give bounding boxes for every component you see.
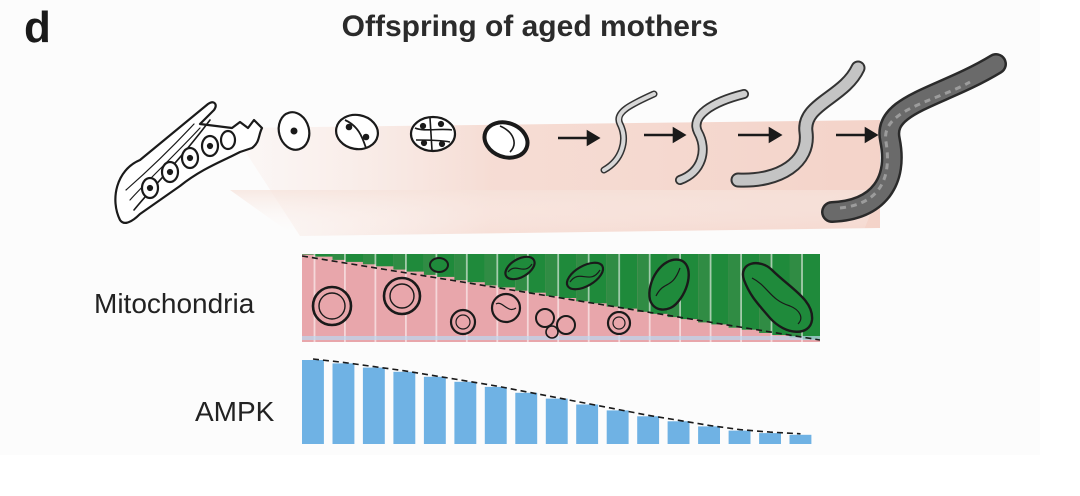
mitochondria-bar-gap (374, 254, 377, 342)
mitochondria-bar-gap (709, 254, 712, 342)
adult-worm-icon (821, 53, 1007, 223)
swollen-mitochondrion-icon (606, 310, 632, 336)
development-arrows (558, 126, 879, 147)
ampk-bars (302, 358, 812, 444)
mitochondria-green-bar (710, 254, 729, 325)
arrow-icon (738, 126, 783, 144)
gonad-arm-icon (114, 101, 264, 224)
mitochondria-green-bar (545, 254, 559, 296)
mitochondria-glyphs (311, 255, 814, 339)
l1-larva-icon (600, 90, 658, 174)
ampk-bar (606, 410, 629, 444)
ampk-bar (302, 360, 324, 444)
swollen-mitochondrion-icon (311, 285, 353, 327)
mitochondria-green-bar (637, 254, 650, 312)
ampk-bar (362, 367, 385, 444)
ampk-bar (759, 433, 781, 444)
ampk-bar (454, 381, 477, 444)
ampk-bar (576, 404, 599, 444)
ampk-bar (698, 426, 720, 444)
mitochondria-green-bar (728, 254, 742, 328)
mitochondria-bar-gap (740, 254, 742, 342)
ampk-row-label: AMPK (195, 396, 275, 427)
mitochondria-green-bar (698, 254, 711, 323)
ampk-bar (332, 363, 355, 444)
mitochondria-green-bar (606, 254, 620, 307)
ampk-bar (667, 421, 690, 444)
swollen-mitochondrion-icon (382, 276, 422, 316)
ampk-bar (545, 398, 568, 444)
elongated-mitochondrion-icon (741, 261, 814, 333)
mitochondria-green-bar (619, 254, 638, 309)
arrow-icon (644, 126, 687, 144)
one-cell-embryo-icon (277, 111, 311, 151)
figure-title: Offspring of aged mothers (341, 10, 719, 43)
mitochondria-green-bar (454, 254, 468, 281)
elongated-mitochondrion-icon (429, 257, 449, 273)
mitochondria-baseline (302, 336, 820, 340)
mitochondria-trend-line (302, 255, 820, 341)
panel-label: d (24, 3, 51, 52)
mitochondria-green-bar (345, 254, 363, 262)
mitochondria-green-bar (362, 254, 376, 265)
mitochondria-green-bar (375, 254, 394, 267)
mitochondria-green-bar (332, 254, 346, 260)
ampk-bar (393, 371, 416, 444)
elongated-mitochondrion-icon (504, 255, 536, 281)
ampk-bar (423, 376, 446, 444)
ampk-bar (789, 434, 812, 444)
ampk-trend-line (312, 358, 801, 435)
egg-icon (482, 120, 530, 160)
mitochondria-green-bar (406, 254, 424, 272)
mitochondria-bar-gap (618, 254, 621, 342)
small-mitochondria-cluster-icon (535, 308, 576, 339)
mitochondria-row-label: Mitochondria (94, 288, 255, 319)
elongated-mitochondrion-icon (648, 258, 690, 311)
ampk-bar (637, 416, 660, 444)
lineage-glow (230, 120, 880, 240)
elongated-mitochondrion-icon (565, 261, 605, 291)
mitochondria-green-bar (314, 254, 333, 257)
ampk-bar (515, 392, 538, 444)
mitochondria-green-bar (393, 254, 407, 270)
four-cell-embryo-icon (409, 115, 457, 153)
arrow-icon (836, 126, 879, 144)
swollen-mitochondrion-icon (449, 308, 477, 336)
l3-larva-icon (730, 60, 866, 188)
mitochondria-bar-gap (465, 254, 468, 342)
mitochondria-green-bar (484, 254, 498, 286)
swollen-mitochondrion-icon (490, 292, 522, 324)
mitochondria-green-bar (467, 254, 485, 283)
mitochondria-bar-gap (435, 254, 438, 342)
arrow-icon (558, 129, 601, 147)
two-cell-embryo-icon (335, 113, 379, 151)
l2-larva-icon (675, 89, 749, 185)
mitochondria-green-bar (302, 254, 315, 255)
mitochondria-bar-gap (526, 254, 529, 342)
ampk-bar (484, 386, 507, 444)
mitochondria-bar-gap (557, 254, 560, 342)
ampk-bar (728, 430, 751, 444)
mitochondria-bar-gap (587, 254, 590, 342)
